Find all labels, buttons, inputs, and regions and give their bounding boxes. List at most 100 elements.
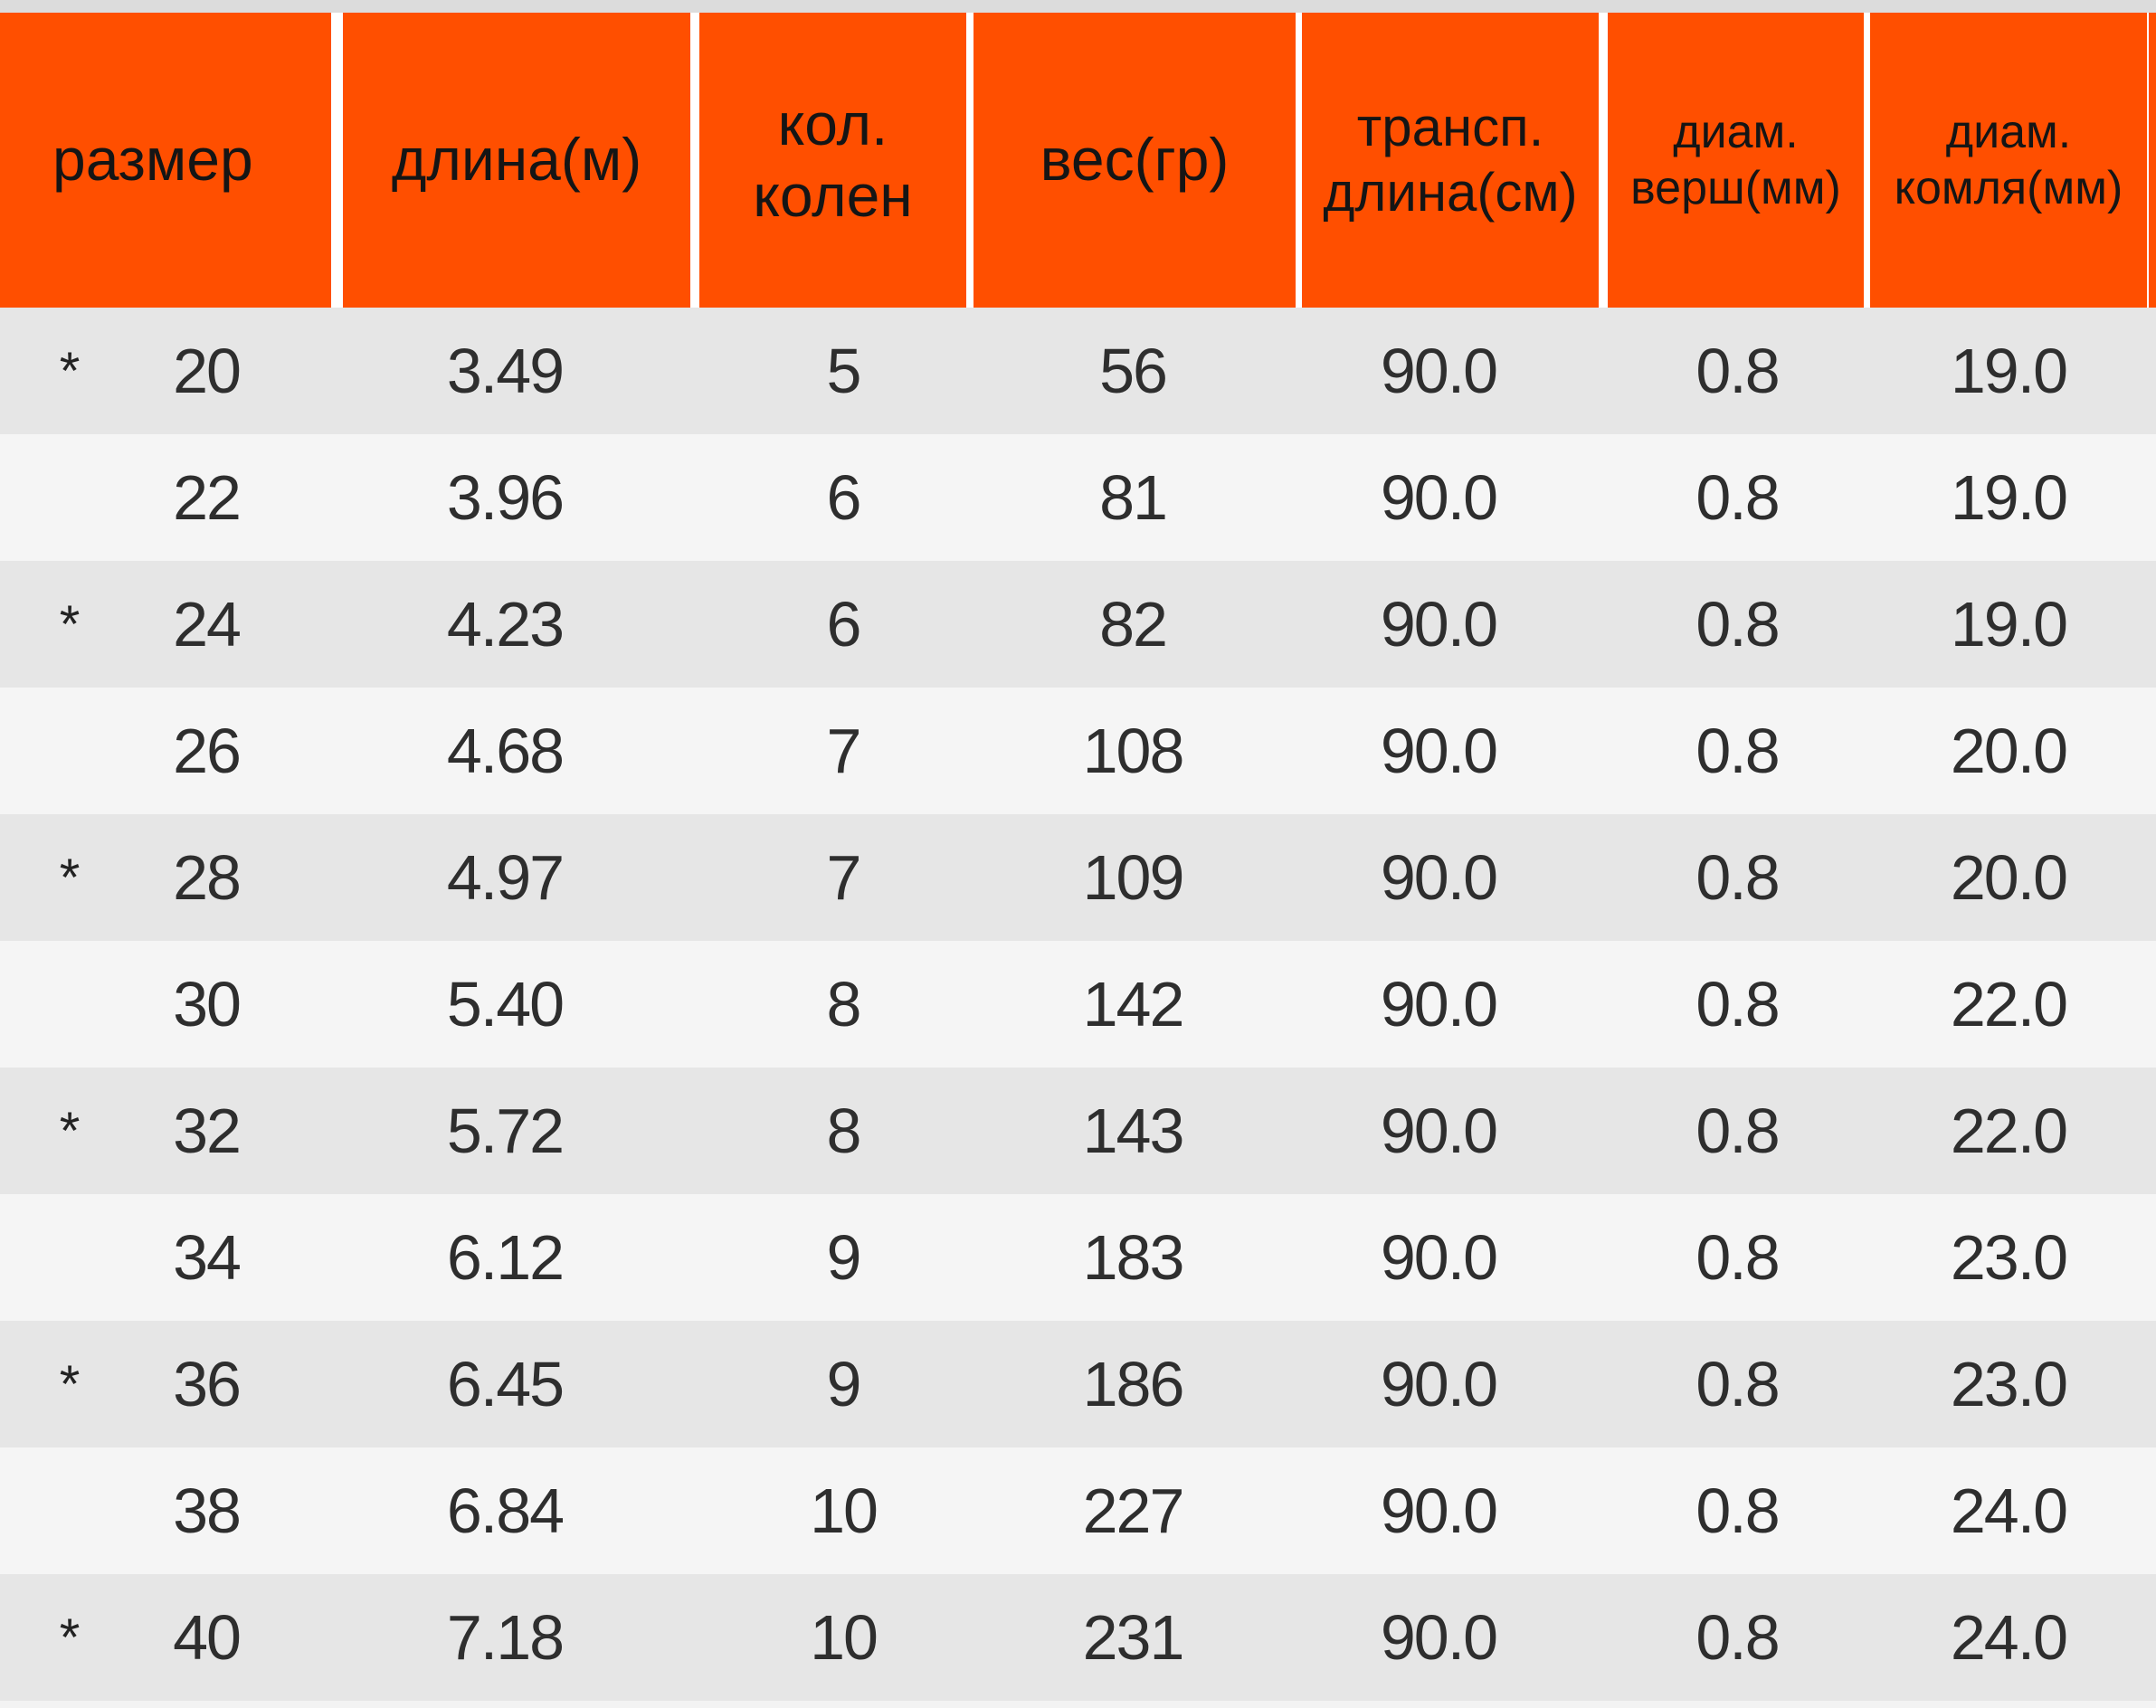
table-cell: 90.0 (1380, 1222, 1498, 1293)
table-cell: 30 (173, 969, 242, 1039)
table-cell: 227 (1082, 1476, 1185, 1546)
table-cell: 32 (173, 1096, 242, 1166)
table-cell: 8 (826, 969, 862, 1039)
table-cell: 19.0 (1950, 336, 2068, 406)
table-cell: 0.8 (1695, 1602, 1780, 1673)
table-cell: 0.8 (1695, 336, 1780, 406)
table-cell: 90.0 (1380, 336, 1498, 406)
table-cell: 90.0 (1380, 969, 1498, 1039)
table-cell: 81 (1099, 462, 1168, 533)
top-border (0, 0, 2156, 13)
table-cell: 108 (1082, 716, 1185, 786)
table-row: * 36 6.45 9 186 90.0 0.8 23.0 (0, 1321, 2156, 1447)
table-cell: 143 (1082, 1096, 1185, 1166)
table-cell: 90.0 (1380, 589, 1498, 659)
table-cell: 10 (810, 1602, 879, 1673)
header-transport-length: трансп. длина(см) (1302, 13, 1599, 308)
table-cell: 7.18 (446, 1602, 565, 1673)
table-cell: 0.8 (1695, 589, 1780, 659)
table-cell: 0.8 (1695, 842, 1780, 913)
row-marker (47, 688, 92, 814)
table-row: 22 3.96 6 81 90.0 0.8 19.0 (0, 434, 2156, 561)
table-cell: 24 (173, 589, 242, 659)
table-cell: 22.0 (1950, 969, 2068, 1039)
table-row: 38 6.84 10 227 90.0 0.8 24.0 (0, 1447, 2156, 1574)
row-marker: * (59, 341, 81, 401)
table-cell: 20.0 (1950, 842, 2068, 913)
table-cell: 6 (826, 462, 862, 533)
table-row: * 24 4.23 6 82 90.0 0.8 19.0 (0, 561, 2156, 688)
table-cell: 90.0 (1380, 1476, 1498, 1546)
table-cell: 10 (810, 1476, 879, 1546)
row-marker: * (59, 1101, 81, 1161)
table-cell: 3.96 (446, 462, 565, 533)
table-row: 30 5.40 8 142 90.0 0.8 22.0 (0, 941, 2156, 1068)
row-marker: * (59, 848, 81, 907)
header-length: длина(м) (343, 13, 690, 308)
table-cell: 142 (1082, 969, 1185, 1039)
table-cell: 19.0 (1950, 462, 2068, 533)
table-cell: 231 (1082, 1602, 1185, 1673)
table-cell: 0.8 (1695, 1349, 1780, 1419)
table-cell: 20.0 (1950, 716, 2068, 786)
header-butt-diameter: диам. комля(мм) (1870, 13, 2147, 308)
table-row: * 20 3.49 5 56 90.0 0.8 19.0 (0, 308, 2156, 434)
table-cell: 4.23 (446, 589, 565, 659)
table-cell: 9 (826, 1349, 862, 1419)
table-cell: 23.0 (1950, 1222, 2068, 1293)
table-cell: 0.8 (1695, 1222, 1780, 1293)
table-cell: 56 (1099, 336, 1168, 406)
row-marker: * (59, 1354, 81, 1414)
table-row: * 32 5.72 8 143 90.0 0.8 22.0 (0, 1068, 2156, 1194)
header-edge (2149, 13, 2156, 308)
header-tip-diameter: диам. верш(мм) (1608, 13, 1864, 308)
table-cell: 22.0 (1950, 1096, 2068, 1166)
row-marker (47, 434, 92, 561)
table-cell: 6.12 (446, 1222, 565, 1293)
table-cell: 36 (173, 1349, 242, 1419)
table-cell: 0.8 (1695, 1096, 1780, 1166)
table-cell: 5.40 (446, 969, 565, 1039)
header-weight: вес(гр) (974, 13, 1296, 308)
table-cell: 34 (173, 1222, 242, 1293)
table-cell: 38 (173, 1476, 242, 1546)
row-marker: * (59, 1608, 81, 1667)
table-cell: 20 (173, 336, 242, 406)
table-row: 26 4.68 7 108 90.0 0.8 20.0 (0, 688, 2156, 814)
table-cell: 28 (173, 842, 242, 913)
table-cell: 4.68 (446, 716, 565, 786)
table-cell: 90.0 (1380, 716, 1498, 786)
table-cell: 3.49 (446, 336, 565, 406)
table-cell: 5.72 (446, 1096, 565, 1166)
table-cell: 90.0 (1380, 842, 1498, 913)
table-cell: 82 (1099, 589, 1168, 659)
table-cell: 40 (173, 1602, 242, 1673)
table-cell: 0.8 (1695, 1476, 1780, 1546)
table-cell: 23.0 (1950, 1349, 2068, 1419)
row-marker: * (59, 594, 81, 654)
table-cell: 109 (1082, 842, 1185, 913)
table-cell: 19.0 (1950, 589, 2068, 659)
table-cell: 4.97 (446, 842, 565, 913)
row-marker (47, 941, 92, 1068)
table-cell: 6.45 (446, 1349, 565, 1419)
table-cell: 22 (173, 462, 242, 533)
table-row: 34 6.12 9 183 90.0 0.8 23.0 (0, 1194, 2156, 1321)
table-row: * 28 4.97 7 109 90.0 0.8 20.0 (0, 814, 2156, 941)
table-cell: 183 (1082, 1222, 1185, 1293)
table-cell: 90.0 (1380, 1096, 1498, 1166)
table-cell: 90.0 (1380, 1349, 1498, 1419)
table-cell: 7 (826, 716, 862, 786)
table-cell: 26 (173, 716, 242, 786)
table-cell: 0.8 (1695, 716, 1780, 786)
table-row: * 40 7.18 10 231 90.0 0.8 24.0 (0, 1574, 2156, 1701)
table-cell: 90.0 (1380, 462, 1498, 533)
table-header: размер длина(м) кол. колен вес(гр) трансп. д… (0, 13, 2156, 308)
table-cell: 8 (826, 1096, 862, 1166)
header-sections: кол. колен (699, 13, 966, 308)
table-cell: 9 (826, 1222, 862, 1293)
table-cell: 7 (826, 842, 862, 913)
table-cell: 0.8 (1695, 462, 1780, 533)
row-marker (47, 1194, 92, 1321)
